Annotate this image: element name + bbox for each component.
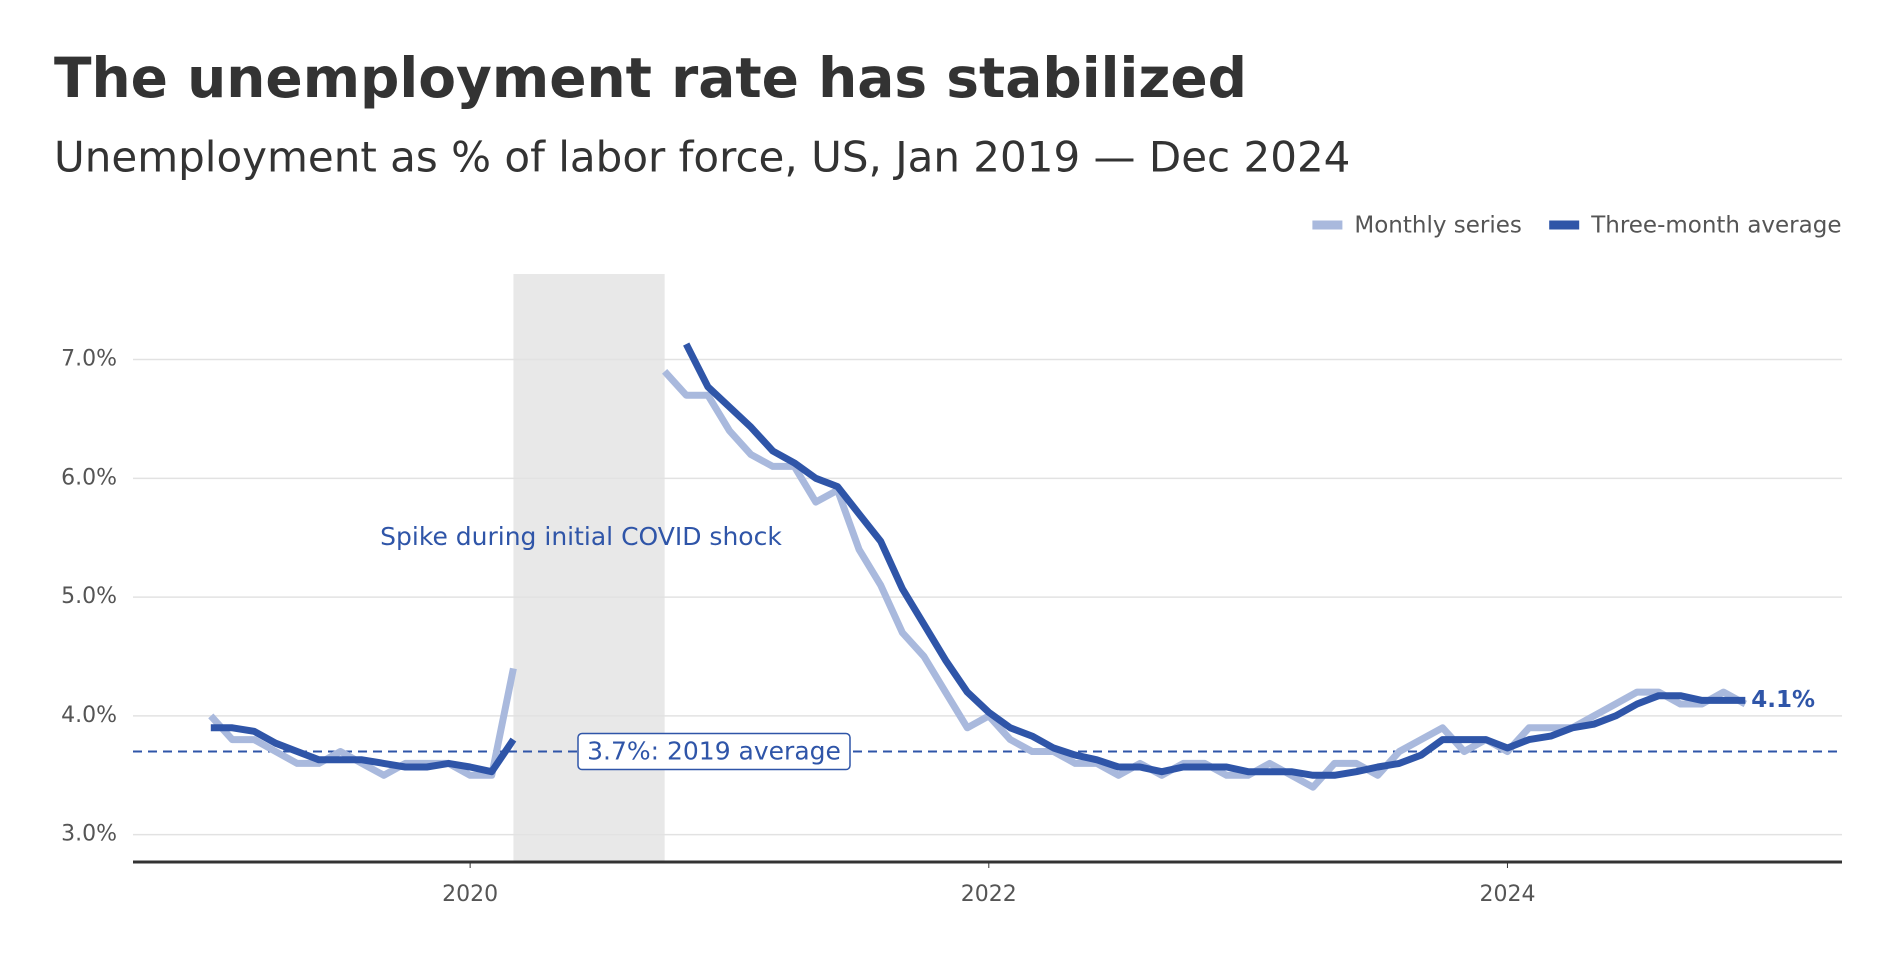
legend-label: Monthly series (1354, 213, 1522, 239)
legend-label: Three-month average (1590, 213, 1841, 239)
series-line (208, 369, 1747, 791)
series-line (210, 342, 1746, 779)
reference-label-box (577, 732, 851, 771)
shaded-region (513, 274, 665, 862)
y-tick-label: 4.0% (61, 703, 117, 728)
chart-title: The unemployment rate has stabilized (54, 46, 1247, 110)
y-tick-label: 5.0% (61, 584, 117, 609)
annotation: Spike during initial COVID shock (380, 522, 782, 551)
y-tick-label: 7.0% (61, 347, 117, 372)
x-tick-label: 2022 (961, 882, 1017, 907)
y-tick-label: 3.0% (61, 822, 117, 847)
chart-subtitle: Unemployment as % of labor force, US, Ja… (54, 133, 1350, 182)
value-label: 4.1% (1751, 687, 1815, 713)
x-tick-label: 2020 (442, 882, 498, 907)
x-tick-label: 2024 (1479, 882, 1535, 907)
y-tick-label: 6.0% (61, 465, 117, 490)
reference-label: 3.7%: 2019 average (587, 737, 841, 766)
